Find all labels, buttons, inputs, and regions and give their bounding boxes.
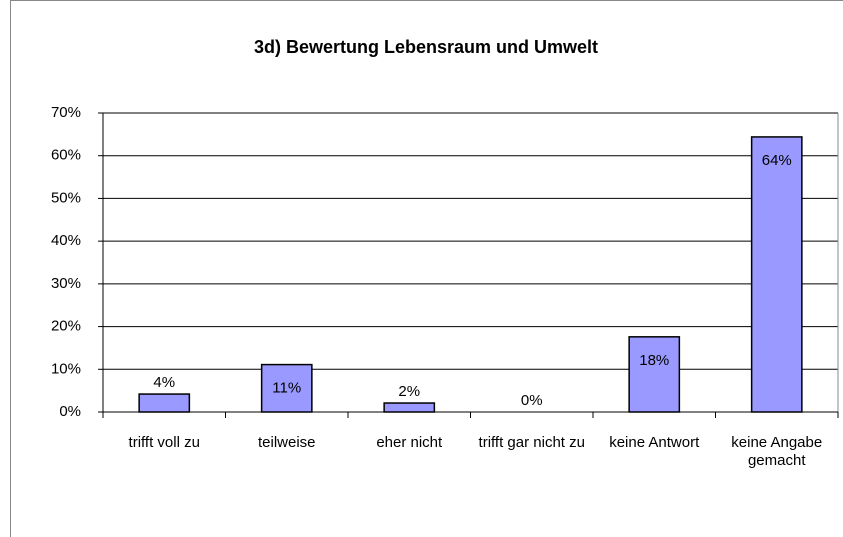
x-tick-label: keine Angabe gemacht bbox=[731, 434, 823, 469]
y-tick-label: 0% bbox=[59, 403, 81, 420]
data-label: 64% bbox=[762, 152, 792, 169]
y-tick-label: 50% bbox=[51, 189, 81, 206]
x-tick-label: keine Antwort bbox=[609, 434, 700, 451]
data-label: 2% bbox=[398, 383, 420, 400]
y-tick-label: 40% bbox=[51, 232, 81, 249]
x-tick-label: trifft voll zu bbox=[128, 434, 200, 451]
chart-border bbox=[10, 0, 843, 537]
y-tick-label: 10% bbox=[51, 360, 81, 377]
bar bbox=[750, 136, 803, 413]
bar bbox=[260, 363, 313, 413]
x-tick-label: trifft gar nicht zu bbox=[478, 434, 585, 451]
y-tick-label: 60% bbox=[51, 147, 81, 164]
chart-title: 3d) Bewertung Lebensraum und Umwelt bbox=[254, 37, 598, 57]
bar bbox=[628, 336, 681, 413]
y-tick-label: 20% bbox=[51, 318, 81, 335]
data-label: 4% bbox=[153, 374, 175, 391]
bar bbox=[383, 402, 436, 413]
bar bbox=[138, 393, 191, 413]
y-tick-label: 70% bbox=[51, 104, 81, 121]
data-label: 11% bbox=[272, 380, 301, 397]
y-tick-label: 30% bbox=[51, 275, 81, 292]
x-tick-label: teilweise bbox=[257, 434, 316, 451]
x-tick-label: eher nicht bbox=[376, 434, 443, 451]
data-label: 0% bbox=[521, 392, 543, 409]
data-label: 18% bbox=[639, 352, 669, 369]
